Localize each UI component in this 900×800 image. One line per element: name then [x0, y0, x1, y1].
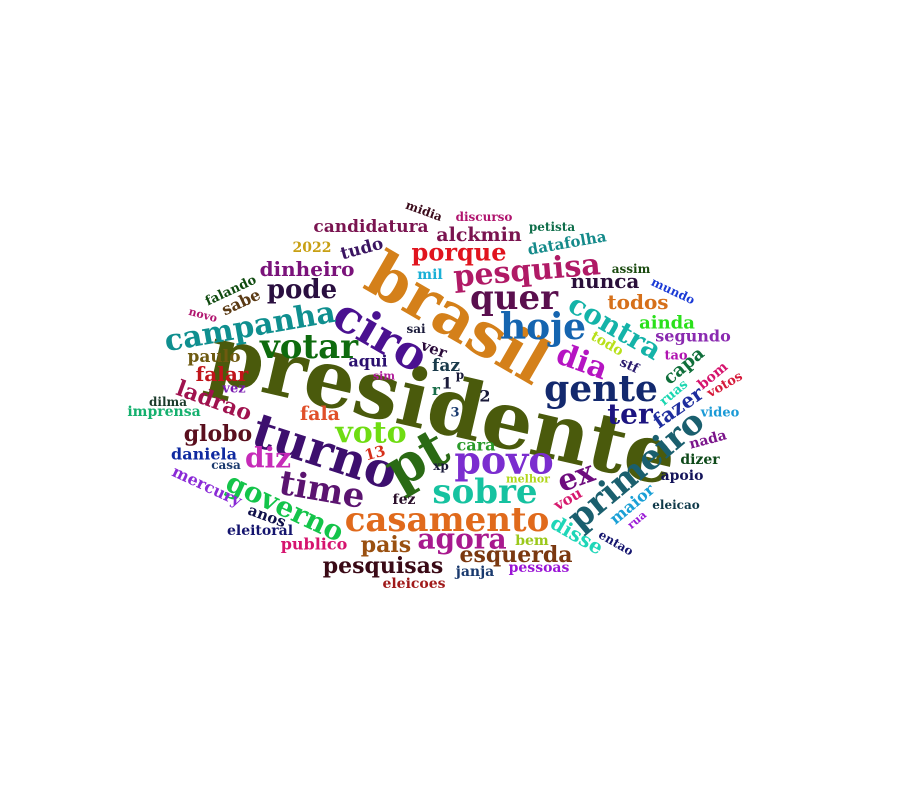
- word-cloud-word: 1: [441, 374, 452, 393]
- word-cloud-word: sobre: [432, 472, 537, 512]
- word-cloud-word: 13: [363, 442, 388, 465]
- word-cloud-word: pessoas: [509, 560, 570, 576]
- word-cloud-word: gente: [544, 368, 658, 410]
- word-cloud-word: dinheiro: [260, 257, 355, 281]
- word-cloud-word: discurso: [456, 210, 513, 224]
- word-cloud-word: segundo: [655, 327, 731, 346]
- word-cloud-word: tao: [664, 349, 687, 364]
- word-cloud-word: esquerda: [460, 542, 573, 568]
- word-cloud-word: pode: [267, 275, 337, 305]
- word-cloud-word: sim: [373, 370, 395, 383]
- word-cloud-word: porque: [412, 238, 507, 267]
- word-cloud-word: cara: [457, 436, 496, 455]
- word-cloud-word: video: [700, 406, 740, 421]
- word-cloud-word: r: [432, 381, 441, 399]
- word-cloud-word: faz: [432, 356, 460, 376]
- word-cloud-word: voto: [334, 416, 406, 451]
- word-cloud-word: globo: [184, 421, 252, 447]
- word-cloud-word: daniela: [171, 445, 237, 464]
- word-cloud-word: todos: [607, 290, 668, 314]
- word-cloud-word: diz: [245, 442, 291, 475]
- word-cloud-word: assim: [612, 262, 651, 276]
- word-cloud-word: ter: [607, 398, 654, 431]
- word-cloud-word: quer: [470, 278, 559, 318]
- word-cloud-word: janja: [454, 564, 494, 580]
- word-cloud-word: entao: [596, 528, 636, 559]
- word-cloud-word: alckmin: [436, 224, 522, 246]
- word-cloud-word: vez: [221, 382, 245, 397]
- word-cloud-word: 2022: [293, 240, 332, 256]
- word-cloud-word: publico: [281, 535, 348, 554]
- word-cloud-word: mil: [417, 267, 442, 283]
- word-cloud-word: hoje: [500, 306, 586, 348]
- word-cloud-word: petista: [529, 220, 575, 234]
- word-cloud-word: 3: [450, 406, 459, 421]
- word-cloud-word: apoio: [661, 468, 704, 484]
- word-cloud-word: bem: [515, 533, 549, 549]
- word-cloud-word: 2: [479, 387, 490, 406]
- word-cloud-word: melhor: [506, 473, 550, 486]
- word-cloud-word: eleicao: [652, 498, 699, 512]
- word-cloud-word: paulo: [187, 347, 240, 367]
- word-cloud-word: eleitoral: [227, 523, 293, 539]
- word-cloud-word: candidatura: [313, 217, 428, 237]
- word-cloud-word: nunca: [571, 269, 640, 293]
- word-cloud-word: imprensa: [127, 404, 200, 420]
- word-cloud-word: aqui: [348, 352, 387, 371]
- word-cloud-word: votar: [259, 327, 359, 367]
- word-cloud-word: casa: [211, 458, 241, 472]
- word-cloud-word: xp: [433, 459, 449, 473]
- word-cloud-word: eleicoes: [382, 576, 445, 592]
- word-cloud-word: casamento: [345, 500, 550, 540]
- word-cloud-word: ainda: [639, 313, 695, 334]
- word-cloud-word: sai: [406, 322, 426, 336]
- word-cloud-word: dizer: [680, 452, 720, 468]
- word-cloud-word: agora: [417, 523, 506, 556]
- word-cloud-word: pais: [361, 532, 411, 558]
- word-cloud-word: dilma: [149, 395, 187, 409]
- word-cloud-word: povo: [454, 438, 553, 483]
- word-cloud-word: fala: [300, 403, 340, 425]
- word-cloud-word: p: [456, 368, 464, 382]
- word-cloud-word: fez: [393, 492, 416, 508]
- word-cloud-word: pesquisas: [323, 553, 444, 579]
- word-cloud-word: falar: [196, 362, 249, 386]
